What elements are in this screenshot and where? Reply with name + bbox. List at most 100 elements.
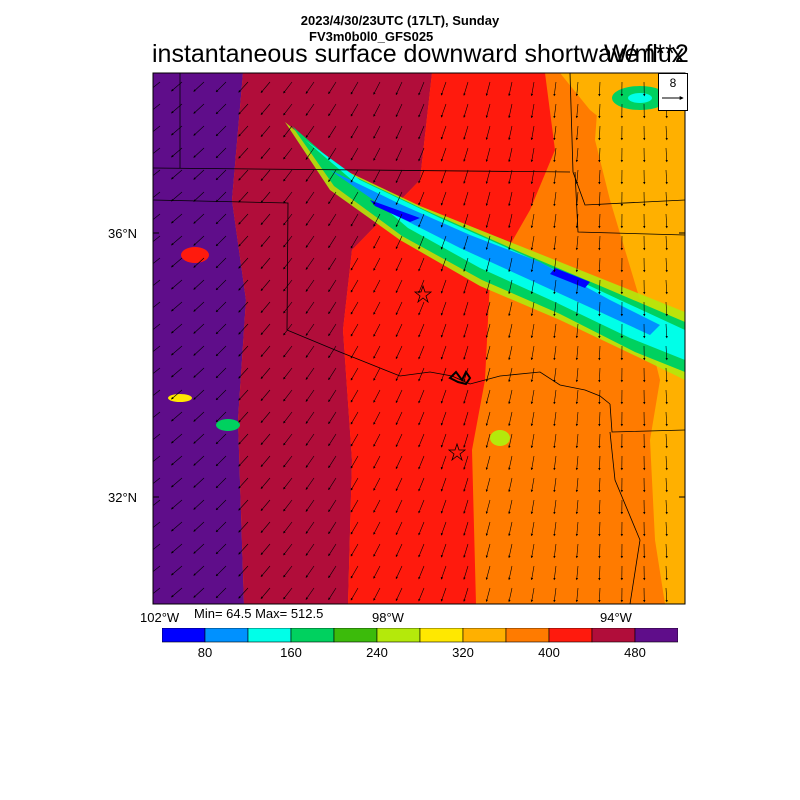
wind-vector [598,147,601,163]
wind-vector [485,587,491,602]
wind-vector [575,587,579,603]
wind-vector [238,257,249,269]
wind-vector [530,169,535,185]
wind-vector [238,587,249,599]
wind-vector [395,565,403,580]
wind-vector [305,587,315,600]
wind-vector [395,543,403,558]
wind-vector [328,301,337,315]
wind-vector [530,389,535,405]
wind-vector [508,455,513,471]
wind-vector [260,323,271,336]
wind-vector [418,521,425,536]
colorbar-swatch [419,628,464,643]
wind-vector [665,477,668,493]
wind-vector [328,477,337,491]
wind-vector [193,411,205,422]
wind-vector [328,81,337,95]
wind-vector [485,125,491,140]
wind-vector [530,565,535,581]
wind-vector [598,213,601,229]
wind-vector [508,411,513,427]
wind-vector [463,455,469,470]
wind-vector [485,345,491,360]
wind-vector [508,169,513,185]
wind-vector [283,477,293,490]
wind-vector [553,301,557,317]
wind-vector [575,455,579,471]
wind-vector [508,433,513,449]
wind-vector [553,279,557,295]
wind-vector [215,543,227,555]
wind-vector [238,455,249,467]
longitude-label-94: 94°W [600,610,632,625]
wind-vector [350,543,359,557]
wind-vector [463,169,469,184]
wind-vector [598,499,601,515]
wind-vector [665,345,668,361]
wind-vector [215,587,227,599]
wind-vector [193,279,205,290]
wind-vector [440,147,447,162]
wind-vector [373,345,381,359]
wind-vector [418,389,425,404]
wind-vector [350,345,359,359]
wind-vector [395,477,403,492]
wind-vector [260,389,271,402]
wind-vector [418,411,425,426]
wind-vector [553,345,557,361]
wind-vector [485,477,491,492]
wind-vector [171,367,183,378]
wind-vector [238,191,249,203]
wind-vector [328,411,337,425]
wind-vector [193,125,205,136]
wind-vector [373,213,381,227]
wind-vector [463,345,469,360]
wind-vector [305,235,315,248]
wind-vector [463,543,469,558]
latitude-label-32: 32°N [108,490,138,505]
wind-vector [395,411,403,426]
wind-vector [305,103,315,116]
wind-vector [530,433,535,449]
wind-vector [171,433,183,444]
wind-vector [283,323,293,336]
wind-vector [530,367,535,383]
wind-vector [238,301,249,313]
wind-vector [283,301,293,314]
wind-vector [665,191,668,207]
wind-vector [575,565,579,581]
wind-vector [373,565,381,579]
wind-vector [530,499,535,515]
wind-vector [440,213,447,228]
wind-vector [328,587,337,601]
wind-vector [463,257,469,272]
wind-vector [665,125,668,141]
wind-vector [418,499,425,514]
wind-vector [328,433,337,447]
wind-vector [350,455,359,469]
wind-vector [553,257,557,273]
wind-vector [260,147,271,160]
wind-vector [153,279,161,286]
wind-vector [575,103,579,119]
colorbar-swatch [462,628,507,643]
wind-vector [395,587,403,602]
wind-vector [530,191,535,207]
wind-vector [328,235,337,249]
wind-vector [665,543,668,559]
wind-vector [260,587,271,600]
wind-vector [283,103,293,116]
wind-vector [598,235,601,251]
wind-vector [350,169,359,183]
wind-vector [171,213,183,224]
wind-vector [215,81,227,93]
wind-vector [153,411,161,418]
wind-vector [463,411,469,426]
wind-vector [395,81,403,96]
wind-vector [575,257,579,273]
wind-vector [153,103,161,110]
wind-vector [215,521,227,533]
wind-vector [350,389,359,403]
wind-vector [418,543,425,558]
